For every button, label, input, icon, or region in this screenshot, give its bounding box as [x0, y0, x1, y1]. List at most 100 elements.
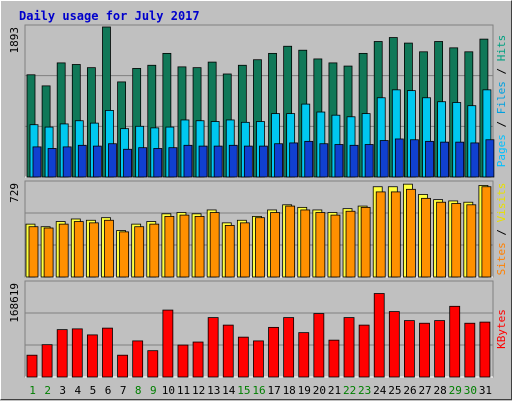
bar-pages-day-25 [394, 138, 404, 178]
y-max-label-visits-sites: 729 [8, 183, 21, 203]
bar-sites-day-4 [73, 221, 84, 278]
bar-pages-day-31 [485, 139, 495, 178]
bar-pages-day-8 [138, 147, 148, 178]
bar-sites-day-11 [179, 214, 190, 278]
bar-kbytes-day-30 [464, 322, 476, 378]
x-tick-label-28: 28 [434, 384, 447, 397]
x-tick-label-12: 12 [192, 384, 205, 397]
axis-label-part: / [495, 222, 508, 242]
bar-sites-day-18 [285, 205, 296, 278]
bar-kbytes-day-19 [298, 332, 310, 378]
bar-pages-day-6 [108, 143, 117, 178]
x-tick-label-18: 18 [283, 384, 296, 397]
axis-label-part: / [495, 61, 508, 81]
bar-pages-day-3 [62, 146, 72, 178]
x-tick-label-25: 25 [388, 384, 401, 397]
x-tick-label-21: 21 [328, 384, 341, 397]
bar-kbytes-day-4 [71, 328, 83, 378]
x-tick-label-17: 17 [267, 384, 280, 397]
bar-sites-day-7 [119, 231, 129, 278]
bar-sites-day-22 [345, 210, 356, 278]
bar-pages-day-30 [470, 142, 480, 178]
bar-kbytes-day-28 [434, 320, 446, 378]
bar-kbytes-day-16 [253, 340, 264, 378]
axis-label-kbytes: KBytes [495, 309, 508, 349]
bar-pages-day-28 [440, 141, 450, 178]
bar-pages-day-22 [349, 144, 359, 178]
bar-kbytes-day-13 [207, 317, 219, 378]
x-tick-label-5: 5 [90, 384, 97, 397]
bar-kbytes-day-14 [222, 324, 234, 378]
x-tick-label-29: 29 [449, 384, 462, 397]
bar-kbytes-day-27 [419, 322, 430, 378]
bar-sites-day-3 [58, 223, 69, 278]
bar-pages-day-1 [32, 146, 42, 178]
bar-sites-day-19 [300, 209, 311, 278]
bar-pages-day-9 [153, 148, 163, 178]
x-tick-label-22: 22 [343, 384, 356, 397]
bar-pages-day-5 [92, 145, 102, 178]
axis-label-part: Files [495, 81, 508, 114]
bar-sites-day-31 [481, 186, 492, 278]
bar-pages-day-21 [334, 144, 344, 178]
bar-pages-day-18 [289, 142, 299, 178]
x-tick-label-19: 19 [298, 384, 311, 397]
bar-kbytes-day-20 [313, 313, 325, 378]
bar-kbytes-day-31 [479, 321, 491, 378]
bar-sites-day-13 [209, 212, 220, 278]
bar-kbytes-day-2 [41, 344, 53, 378]
bar-sites-day-24 [375, 191, 386, 278]
x-tick-label-30: 30 [464, 384, 477, 397]
bar-sites-day-12 [194, 215, 205, 278]
bar-sites-day-17 [270, 212, 280, 278]
bar-sites-day-21 [330, 214, 341, 278]
bar-pages-day-2 [47, 148, 57, 178]
bar-sites-day-9 [149, 223, 160, 278]
bar-kbytes-day-23 [358, 324, 370, 378]
x-tick-label-24: 24 [373, 384, 387, 397]
bar-pages-day-11 [183, 144, 193, 178]
bar-pages-day-19 [304, 140, 314, 178]
bar-sites-day-25 [390, 191, 401, 278]
bar-kbytes-day-12 [192, 341, 204, 378]
bar-kbytes-day-15 [237, 336, 249, 378]
bar-sites-day-30 [466, 204, 477, 278]
bar-kbytes-day-18 [283, 317, 295, 378]
x-tick-label-27: 27 [418, 384, 431, 397]
axis-label-visits-sites: Sites / Visits [495, 183, 508, 276]
bar-kbytes-day-9 [147, 350, 159, 378]
x-tick-label-7: 7 [120, 384, 127, 397]
x-tick-label-8: 8 [135, 384, 142, 397]
bar-pages-day-14 [228, 144, 238, 178]
bar-kbytes-day-8 [132, 340, 144, 378]
bar-pages-day-12 [198, 145, 208, 178]
bar-pages-day-16 [259, 145, 268, 178]
x-tick-label-14: 14 [222, 384, 236, 397]
x-tick-label-2: 2 [44, 384, 51, 397]
axis-label-part: KBytes [495, 309, 508, 349]
bar-kbytes-day-24 [373, 293, 385, 378]
x-tick-label-3: 3 [59, 384, 66, 397]
bar-kbytes-day-6 [102, 327, 113, 378]
bar-pages-day-17 [274, 143, 283, 178]
bar-sites-day-15 [239, 222, 250, 278]
bar-pages-day-4 [77, 144, 87, 178]
x-tick-label-11: 11 [177, 384, 190, 397]
x-tick-label-26: 26 [403, 384, 416, 397]
bar-sites-day-20 [315, 212, 326, 278]
axis-label-part: Sites [495, 242, 508, 275]
bar-sites-day-27 [421, 197, 431, 278]
bar-kbytes-day-17 [268, 326, 279, 378]
x-tick-label-20: 20 [313, 384, 326, 397]
axis-label-part: Pages [495, 134, 508, 167]
bar-sites-day-16 [255, 217, 265, 278]
x-tick-label-23: 23 [358, 384, 371, 397]
bar-pages-day-15 [243, 145, 253, 178]
bar-kbytes-day-1 [26, 354, 38, 378]
bar-kbytes-day-21 [328, 339, 340, 378]
x-tick-label-9: 9 [150, 384, 157, 397]
axis-label-part: / [495, 114, 508, 134]
axis-label-pages-files-hits: Pages / Files / Hits [495, 35, 508, 168]
bar-pages-day-24 [379, 140, 389, 178]
